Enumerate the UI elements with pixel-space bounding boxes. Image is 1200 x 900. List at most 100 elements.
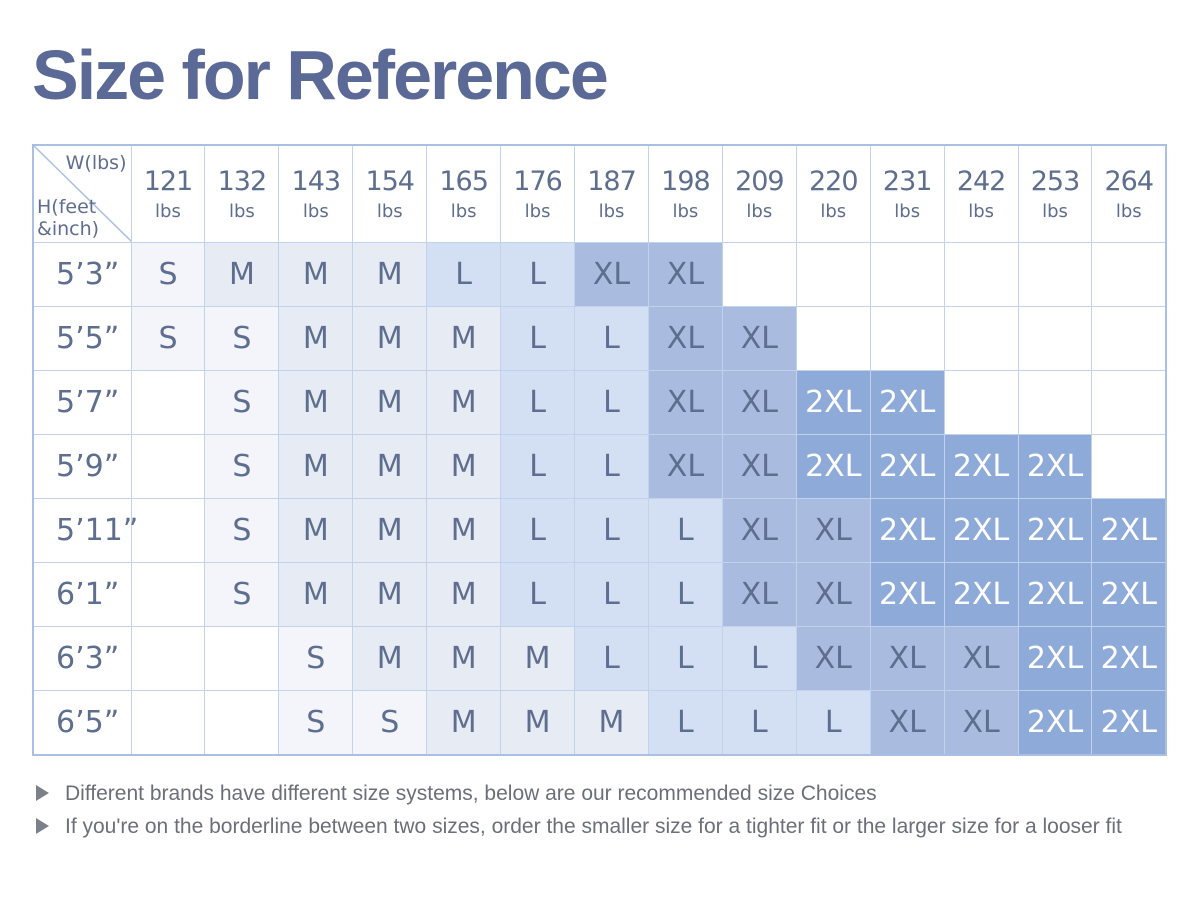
note-text: If you're on the borderline between two … — [65, 815, 1122, 838]
weight-header-cell: 220 lbs — [795, 144, 871, 243]
weight-unit: lbs — [228, 201, 255, 222]
size-cell: 2XL — [1091, 690, 1167, 756]
table-row: 5’9” S M M M L L XL XL 2XL 2XL 2XL 2XL — [32, 434, 1167, 499]
size-cell: M — [426, 434, 502, 499]
weight-unit: lbs — [1115, 201, 1142, 222]
size-cell — [130, 626, 206, 691]
weight-unit: lbs — [672, 201, 699, 222]
size-cell — [130, 562, 206, 627]
size-cell: S — [130, 242, 206, 307]
size-cell: M — [278, 434, 354, 499]
weight-unit: lbs — [894, 201, 921, 222]
size-cell: M — [352, 498, 428, 563]
size-cell: L — [500, 562, 576, 627]
size-cell: XL — [869, 690, 945, 756]
notes-list: Different brands have different size sys… — [36, 777, 1156, 843]
weight-value: 209 — [735, 166, 785, 197]
size-cell — [1017, 242, 1093, 307]
size-cell: 2XL — [1091, 626, 1167, 691]
weight-value: 143 — [291, 166, 342, 197]
size-cell: 2XL — [943, 498, 1019, 563]
weight-header-cell: 242 lbs — [943, 144, 1019, 243]
weight-value: 198 — [661, 166, 711, 197]
size-cell: XL — [795, 562, 871, 627]
size-cell — [1091, 242, 1167, 307]
size-cell — [795, 242, 871, 307]
triangle-bullet-icon — [36, 785, 49, 801]
size-cell: 2XL — [943, 434, 1019, 499]
triangle-bullet-icon — [36, 818, 49, 834]
size-cell: 2XL — [795, 370, 871, 435]
size-cell: M — [426, 690, 502, 756]
weight-value: 165 — [439, 166, 489, 197]
size-cell: 2XL — [1017, 690, 1093, 756]
size-cell: M — [278, 242, 354, 307]
weight-value: 132 — [217, 166, 268, 197]
size-cell — [943, 306, 1019, 371]
size-cell: L — [647, 562, 723, 627]
weight-header-cell: 264 lbs — [1091, 144, 1167, 243]
size-cell: 2XL — [1091, 498, 1167, 563]
weight-unit: lbs — [820, 201, 847, 222]
size-cell: S — [278, 626, 354, 691]
size-cell: XL — [943, 690, 1019, 756]
size-cell: 2XL — [795, 434, 871, 499]
size-cell — [1091, 434, 1167, 499]
weight-header-cell: 209 lbs — [721, 144, 797, 243]
size-cell: XL — [721, 370, 797, 435]
note-text: Different brands have different size sys… — [65, 782, 877, 805]
weight-unit: lbs — [450, 201, 477, 222]
size-cell: S — [204, 498, 280, 563]
size-cell: M — [278, 306, 354, 371]
weight-value: 242 — [956, 166, 1007, 197]
size-cell: S — [278, 690, 354, 756]
size-cell — [721, 242, 797, 307]
size-cell: 2XL — [869, 434, 945, 499]
size-cell — [204, 626, 280, 691]
size-cell: L — [574, 626, 649, 691]
size-cell: L — [574, 370, 649, 435]
size-cell: XL — [647, 306, 723, 371]
weight-value: 154 — [365, 166, 415, 197]
size-cell: XL — [869, 626, 945, 691]
weight-unit: lbs — [598, 201, 625, 222]
weight-value: 231 — [882, 166, 933, 197]
size-cell — [869, 306, 945, 371]
size-cell: XL — [795, 626, 871, 691]
size-cell — [204, 690, 280, 756]
size-cell: L — [500, 498, 576, 563]
size-cell: 2XL — [869, 562, 945, 627]
size-cell: L — [647, 626, 723, 691]
size-cell: M — [278, 370, 354, 435]
weight-unit: lbs — [302, 201, 329, 222]
size-cell: XL — [721, 498, 797, 563]
height-cell: 5’7” — [32, 370, 132, 435]
weight-header-cell: 154 lbs — [352, 144, 428, 243]
height-cell: 5’11” — [32, 498, 138, 563]
size-cell — [943, 242, 1019, 307]
size-cell — [130, 498, 206, 563]
weight-header-cell: 176 lbs — [500, 144, 576, 243]
size-cell: S — [130, 306, 206, 371]
table-row: 6’5” S S M M M L L L XL XL 2XL 2XL — [32, 690, 1167, 756]
weight-value: 264 — [1104, 166, 1154, 197]
size-cell: L — [795, 690, 871, 756]
weight-value: 253 — [1030, 166, 1081, 197]
size-cell: 2XL — [1017, 434, 1093, 499]
table-row: 6’3” S M M M L L L XL XL XL 2XL 2XL — [32, 626, 1167, 691]
weight-unit: lbs — [376, 201, 403, 222]
size-cell: XL — [795, 498, 871, 563]
note-item: If you're on the borderline between two … — [36, 810, 1156, 843]
height-axis-label: H(feet &inch) — [37, 196, 100, 240]
size-cell: S — [204, 370, 280, 435]
size-cell: XL — [721, 434, 797, 499]
size-cell: M — [278, 498, 354, 563]
weight-unit: lbs — [746, 201, 773, 222]
table-row: 5’3” S M M M L L XL XL — [32, 242, 1167, 307]
height-cell: 5’3” — [32, 242, 132, 307]
height-cell: 6’5” — [32, 690, 132, 756]
weight-header-row: W(lbs) H(feet &inch) 121 lbs 132 lbs 143 lbs 15… — [32, 144, 1167, 243]
size-cell: XL — [943, 626, 1019, 691]
size-cell: L — [500, 370, 576, 435]
weight-header-cell: 231 lbs — [869, 144, 945, 243]
